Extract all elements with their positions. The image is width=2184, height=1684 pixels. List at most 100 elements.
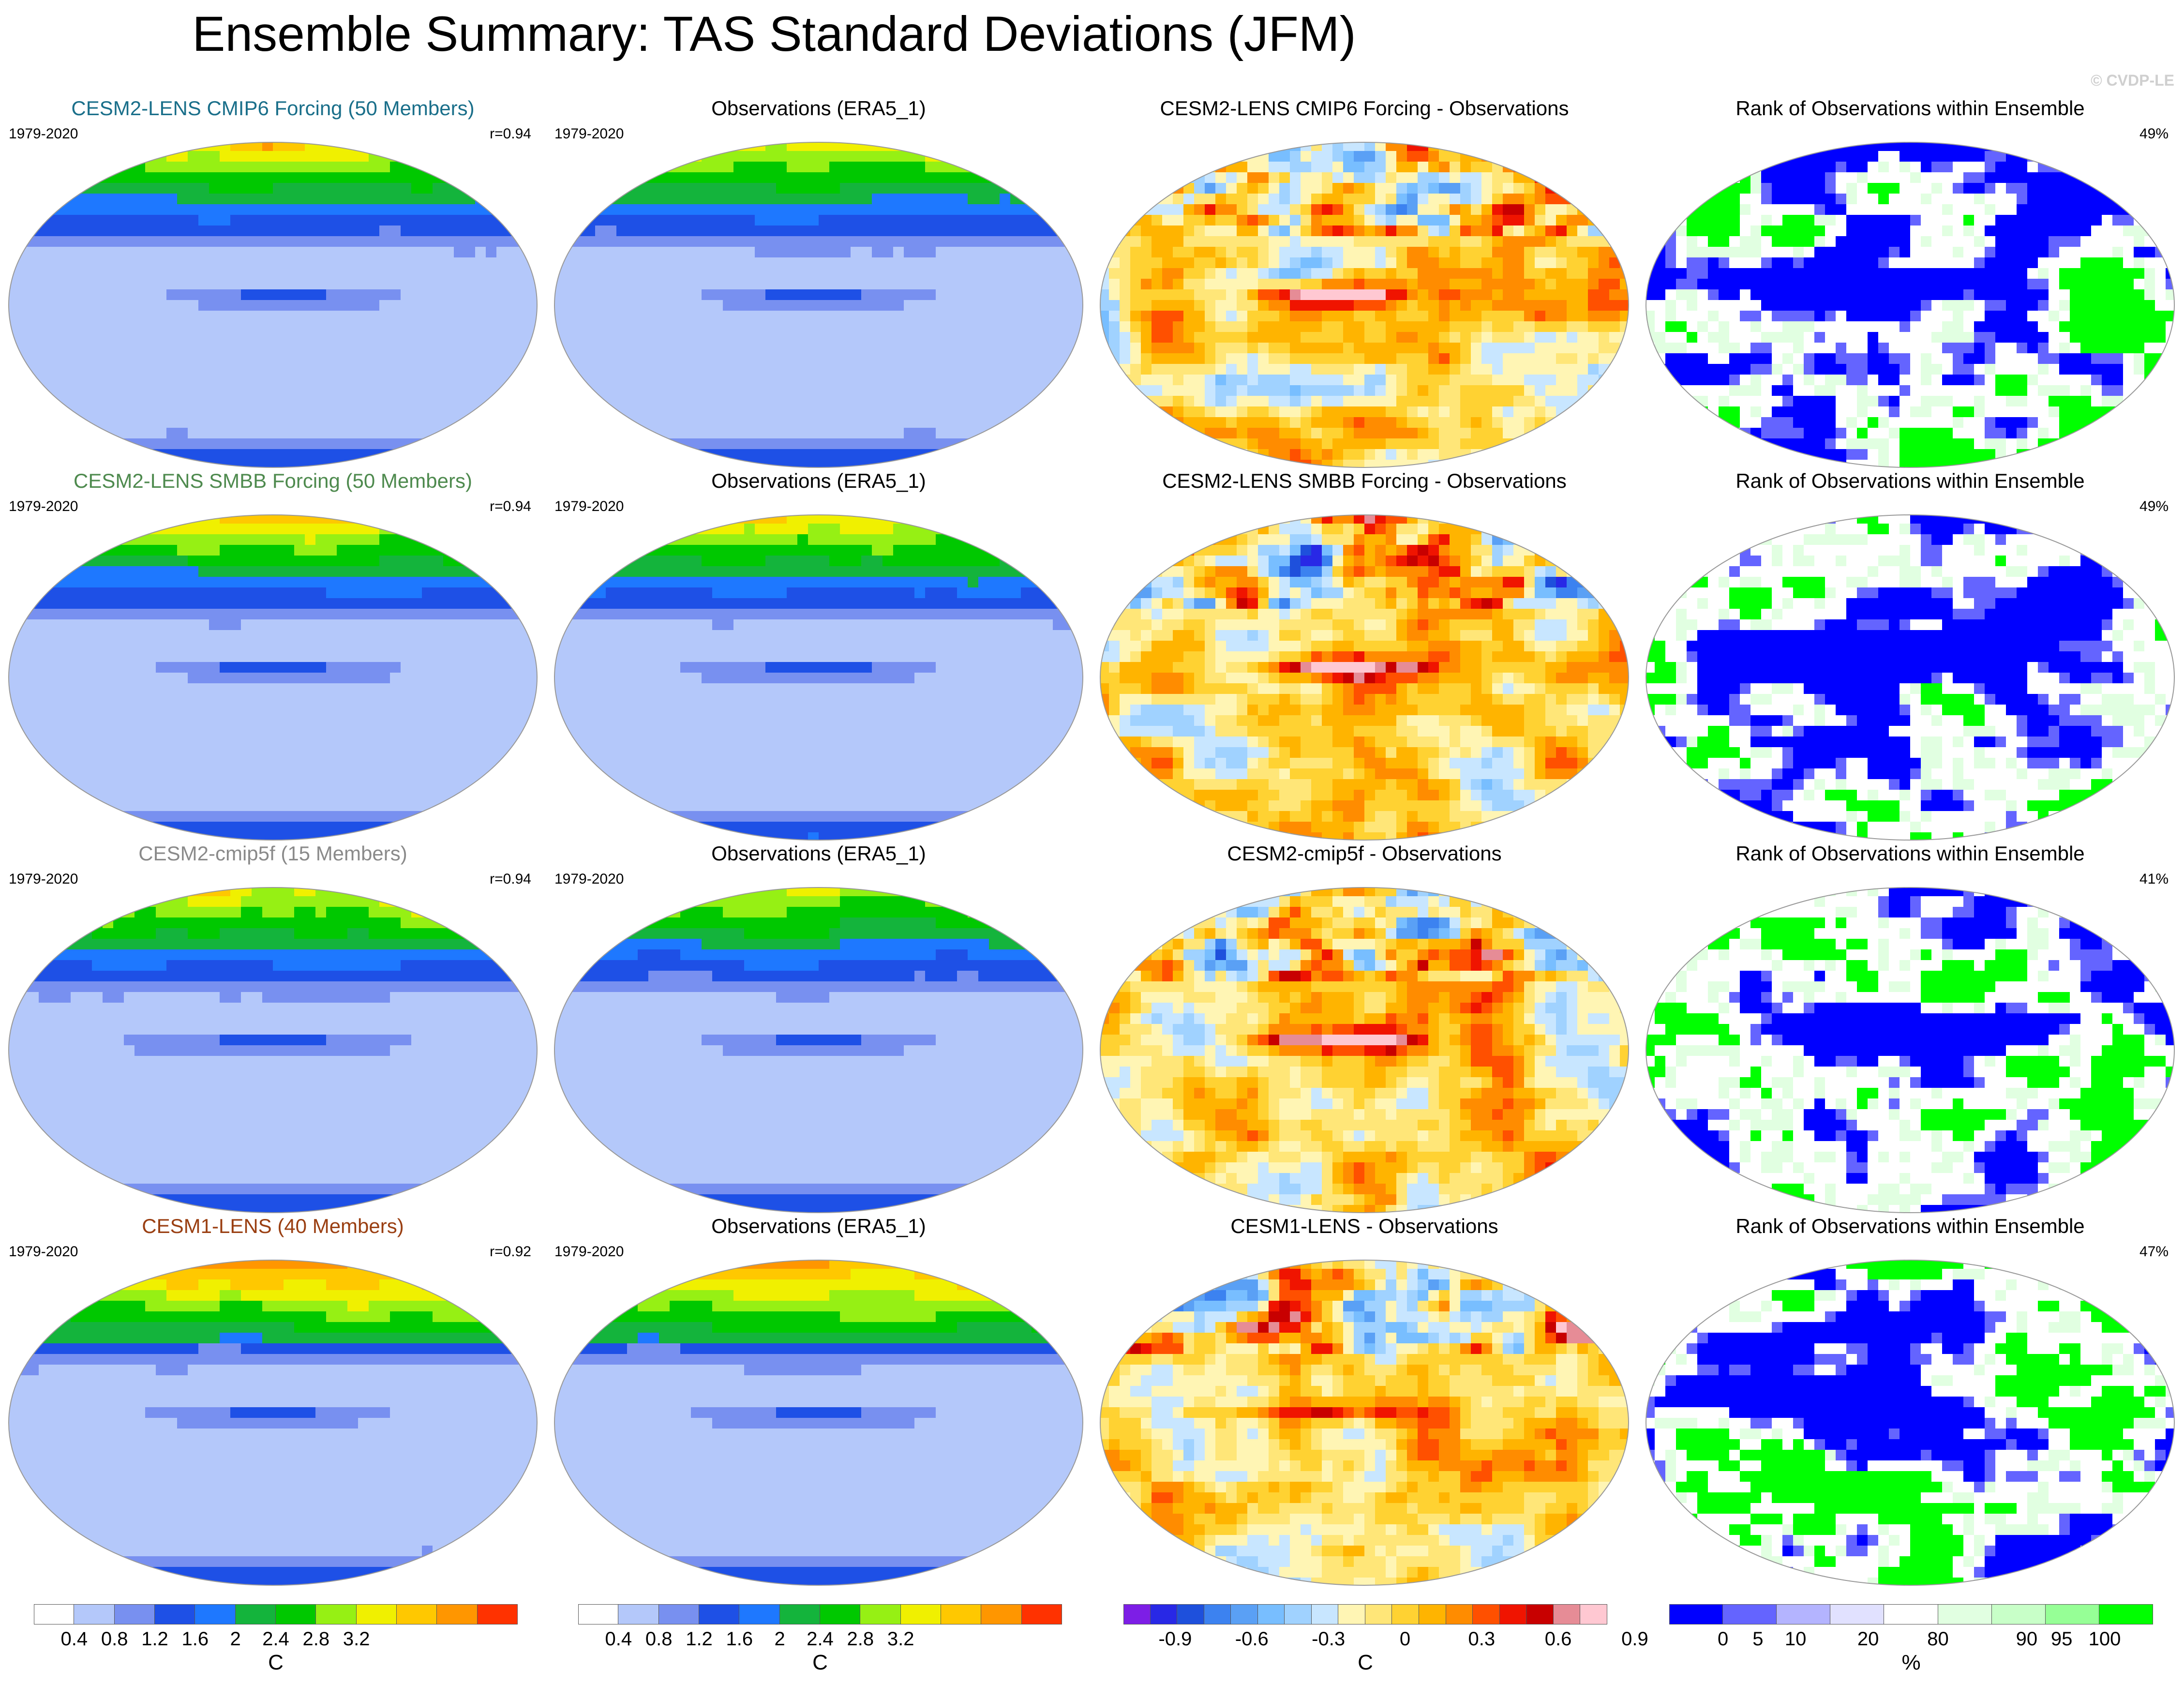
- colorbar-swatch: [1231, 1604, 1258, 1624]
- period-label: 1979-2020: [9, 1244, 78, 1260]
- figure-title: Ensemble Summary: TAS Standard Deviation…: [0, 6, 1548, 62]
- colorbar-4: 0 5 10 20 80 90 95 100%: [1669, 1604, 2153, 1677]
- colorbar-swatch: [2045, 1604, 2099, 1624]
- rank-map: [1645, 142, 2175, 468]
- colorbar-swatch: [1392, 1604, 1420, 1624]
- colorbar-swatch: [981, 1604, 1022, 1624]
- rank-map: [1645, 514, 2175, 841]
- panel-obs-row3: Observations (ERA5_1) 1979-2020: [546, 842, 1092, 1215]
- colorbar-tick-label: 1.6: [726, 1628, 753, 1650]
- diff-map: [1100, 1260, 1629, 1586]
- colorbar-tick-label: -0.6: [1235, 1628, 1269, 1650]
- colorbar-unit-label: %: [1901, 1651, 1920, 1675]
- colorbar-swatch: [618, 1604, 659, 1624]
- colorbar-tick-label: 0.4: [61, 1628, 88, 1650]
- colorbar-swatch: [1473, 1604, 1500, 1624]
- period-label: 1979-2020: [554, 1244, 624, 1260]
- panel-title: Rank of Observations within Ensemble: [1637, 1215, 2183, 1238]
- colorbar-swatch: [1311, 1604, 1339, 1624]
- panel-title: CESM2-LENS SMBB Forcing (50 Members): [0, 469, 546, 493]
- obs-map: [554, 887, 1083, 1213]
- colorbar-2: 0.4 0.8 1.2 1.6 2 2.4 2.8 3.2 C: [578, 1604, 1062, 1677]
- colorbar-swatch: [699, 1604, 740, 1624]
- panel-title: CESM2-cmip5f (15 Members): [0, 842, 546, 865]
- rank-percent-label: 41%: [2139, 871, 2169, 887]
- colorbar-tick-label: 1.2: [141, 1628, 168, 1650]
- colorbar-swatch: [477, 1604, 518, 1624]
- colorbar-tick-label: 0.9: [1621, 1628, 1648, 1650]
- colorbar-swatch: [1777, 1604, 1831, 1624]
- colorbar-1: 0.4 0.8 1.2 1.6 2 2.4 2.8 3.2 C: [34, 1604, 518, 1677]
- colorbar-tick-label: 90: [2016, 1628, 2038, 1650]
- panel-rank-row3: Rank of Observations within Ensemble 41%: [1637, 842, 2183, 1215]
- colorbar-swatch: [154, 1604, 195, 1624]
- panel-title: Observations (ERA5_1): [546, 1215, 1092, 1238]
- colorbar-swatch: [900, 1604, 941, 1624]
- colorbar-swatch: [860, 1604, 901, 1624]
- colorbar-3: -0.9 -0.6 -0.3 0 0.3 0.6 0.9 C: [1123, 1604, 1648, 1677]
- pattern-correlation-label: r=0.94: [490, 498, 531, 515]
- colorbar-tick-label: 0: [1718, 1628, 1728, 1650]
- colorbar-swatch: [1884, 1604, 1938, 1624]
- panel-model-row4: CESM1-LENS (40 Members) 1979-2020 r=0.92: [0, 1215, 546, 1587]
- colorbar-tick-label: 2: [775, 1628, 785, 1650]
- colorbar-swatch: [1365, 1604, 1392, 1624]
- colorbar-swatch: [356, 1604, 397, 1624]
- colorbar-swatch: [1285, 1604, 1312, 1624]
- colorbar-swatch: [1723, 1604, 1777, 1624]
- colorbar-swatch: [1150, 1604, 1178, 1624]
- colorbar-tick-label: 0.8: [645, 1628, 673, 1650]
- rank-map: [1645, 1260, 2175, 1586]
- colorbar-tick-label: 80: [1927, 1628, 1949, 1650]
- colorbar-swatch: [820, 1604, 861, 1624]
- model-map: [8, 1260, 538, 1586]
- panel-obs-row4: Observations (ERA5_1) 1979-2020: [546, 1215, 1092, 1587]
- colorbar-tick-label: 0.8: [101, 1628, 128, 1650]
- colorbar-swatch: [1123, 1604, 1151, 1624]
- colorbar-tick-label: 0.4: [605, 1628, 632, 1650]
- panel-title: Observations (ERA5_1): [546, 842, 1092, 865]
- pattern-correlation-label: r=0.94: [490, 871, 531, 887]
- colorbar-tick-label: 2: [230, 1628, 241, 1650]
- colorbar-swatch: [1499, 1604, 1527, 1624]
- rank-percent-label: 49%: [2139, 498, 2169, 515]
- colorbar-swatch: [2099, 1604, 2153, 1624]
- colorbar-swatch: [195, 1604, 236, 1624]
- panel-title: CESM1-LENS - Observations: [1092, 1215, 1637, 1238]
- colorbar-swatch: [235, 1604, 276, 1624]
- colorbar-tick-label: 3.2: [343, 1628, 370, 1650]
- obs-map: [554, 142, 1083, 468]
- period-label: 1979-2020: [554, 498, 624, 515]
- panel-diff-row3: CESM2-cmip5f - Observations: [1092, 842, 1637, 1215]
- colorbar-tick-label: 2.8: [847, 1628, 874, 1650]
- colorbar-swatch: [658, 1604, 699, 1624]
- panel-title: CESM2-LENS CMIP6 Forcing - Observations: [1092, 97, 1637, 120]
- diff-map: [1100, 142, 1629, 468]
- model-map: [8, 142, 538, 468]
- colorbar-tick-label: 1.6: [182, 1628, 209, 1650]
- period-label: 1979-2020: [554, 871, 624, 887]
- rank-map: [1645, 887, 2175, 1213]
- colorbar-swatch: [1991, 1604, 2046, 1624]
- panel-diff-row2: CESM2-LENS SMBB Forcing - Observations: [1092, 469, 1637, 842]
- pattern-correlation-label: r=0.94: [490, 126, 531, 142]
- panel-title: Rank of Observations within Ensemble: [1637, 97, 2183, 120]
- obs-map: [554, 1260, 1083, 1586]
- credit-watermark: © CVDP-LE: [2091, 72, 2174, 90]
- colorbar-tick-label: 1.2: [686, 1628, 713, 1650]
- model-map: [8, 514, 538, 841]
- panel-grid: CESM2-LENS CMIP6 Forcing (50 Members) 197…: [0, 97, 2184, 1586]
- colorbar-swatch: [1526, 1604, 1554, 1624]
- colorbar-swatch: [34, 1604, 75, 1624]
- colorbar-tick-label: 0: [1400, 1628, 1410, 1650]
- panel-title: CESM2-LENS SMBB Forcing - Observations: [1092, 469, 1637, 493]
- colorbar-unit-label: C: [1358, 1651, 1373, 1675]
- colorbar-swatch: [1580, 1604, 1607, 1624]
- panel-diff-row1: CESM2-LENS CMIP6 Forcing - Observations: [1092, 97, 1637, 469]
- colorbar-tick-label: 2.8: [303, 1628, 330, 1650]
- panel-model-row2: CESM2-LENS SMBB Forcing (50 Members) 1979…: [0, 469, 546, 842]
- panel-model-row1: CESM2-LENS CMIP6 Forcing (50 Members) 197…: [0, 97, 546, 469]
- colorbar-tick-label: 0.6: [1545, 1628, 1572, 1650]
- rank-percent-label: 49%: [2139, 126, 2169, 142]
- panel-title: CESM1-LENS (40 Members): [0, 1215, 546, 1238]
